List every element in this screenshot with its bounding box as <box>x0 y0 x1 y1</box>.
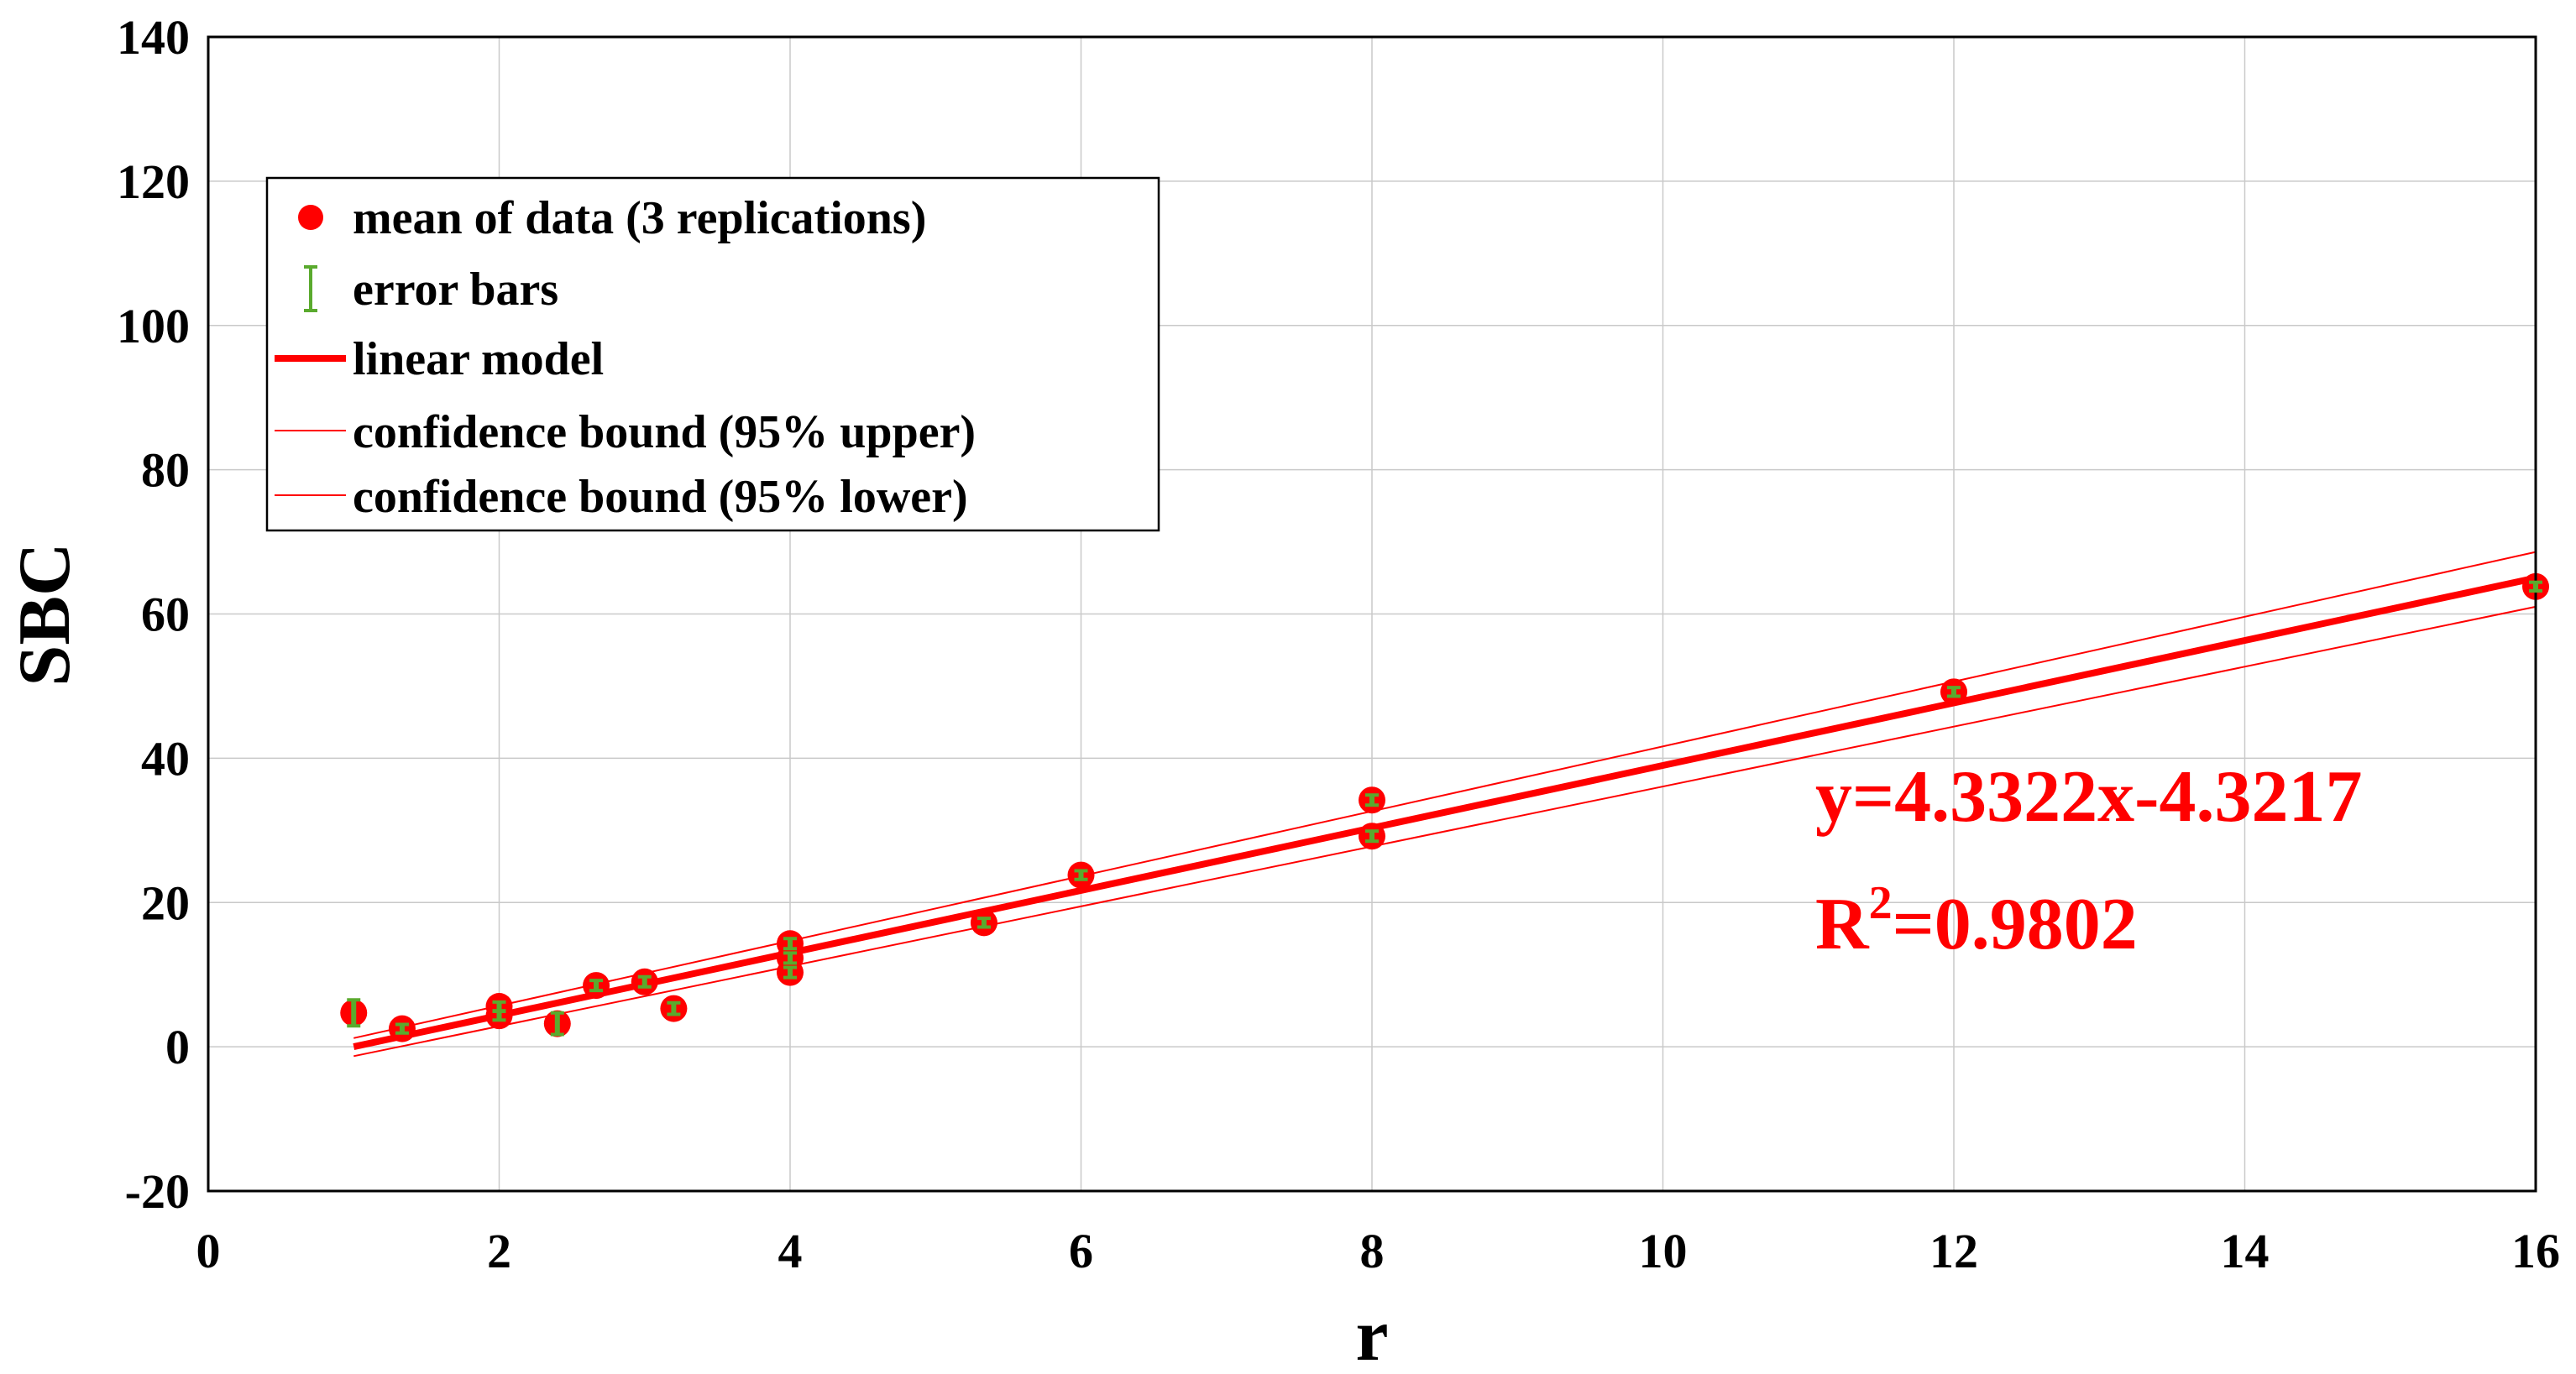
x-tick-label: 10 <box>1639 1224 1688 1278</box>
legend-label-linear: linear model <box>353 333 604 385</box>
legend-errorbar-icon <box>304 265 317 312</box>
y-tick-labels: -20 0 20 40 60 80 100 120 140 <box>117 10 190 1219</box>
x-tick-label: 14 <box>2221 1224 2270 1278</box>
x-tick-label: 12 <box>1929 1224 1978 1278</box>
y-axis-label: SBC <box>4 542 86 686</box>
legend-label-errorbars: error bars <box>353 264 558 316</box>
y-tick-label: 140 <box>117 10 190 65</box>
y-tick-label: 20 <box>141 875 190 930</box>
x-tick-label: 4 <box>778 1224 803 1278</box>
legend: mean of data (3 replications) error bars… <box>265 176 1160 532</box>
y-tick-label: 100 <box>117 299 190 353</box>
y-tick-label: 80 <box>141 443 190 498</box>
legend-label-upper: confidence bound (95% upper) <box>353 406 976 458</box>
y-tick-label: -20 <box>125 1164 190 1219</box>
lower-bound-line <box>353 605 2537 1058</box>
x-axis-label: r <box>1355 1295 1388 1374</box>
legend-box <box>265 176 1160 532</box>
r-squared-value: =0.9802 <box>1893 884 2138 965</box>
x-tick-label: 8 <box>1360 1224 1385 1278</box>
x-tick-label: 0 <box>196 1224 221 1278</box>
legend-label-mean: mean of data (3 replications) <box>353 192 926 244</box>
x-tick-labels: 0 2 4 6 8 10 12 14 16 <box>196 1224 2561 1278</box>
x-tick-label: 2 <box>487 1224 511 1278</box>
y-tick-label: 40 <box>141 731 190 786</box>
plot-frame <box>207 35 2537 1193</box>
upper-bound-line <box>353 551 2537 1039</box>
r-squared-exponent: 2 <box>1869 877 1893 929</box>
r-squared-prefix: R <box>1815 884 1870 965</box>
fit-lines <box>353 551 2537 1058</box>
legend-label-lower: confidence bound (95% lower) <box>353 471 968 523</box>
y-tick-label: 120 <box>117 154 190 209</box>
r-squared-annotation: R2=0.9802 <box>1815 877 2138 965</box>
linear-model-line <box>353 574 2537 1050</box>
y-tick-label: 0 <box>165 1020 190 1074</box>
y-tick-label: 60 <box>141 588 190 642</box>
equation-annotation: y=4.3322x-4.3217 <box>1815 756 2362 838</box>
error-bars <box>347 580 2542 1037</box>
x-tick-label: 16 <box>2511 1224 2560 1278</box>
x-tick-label: 6 <box>1069 1224 1093 1278</box>
legend-marker-icon <box>298 205 323 230</box>
